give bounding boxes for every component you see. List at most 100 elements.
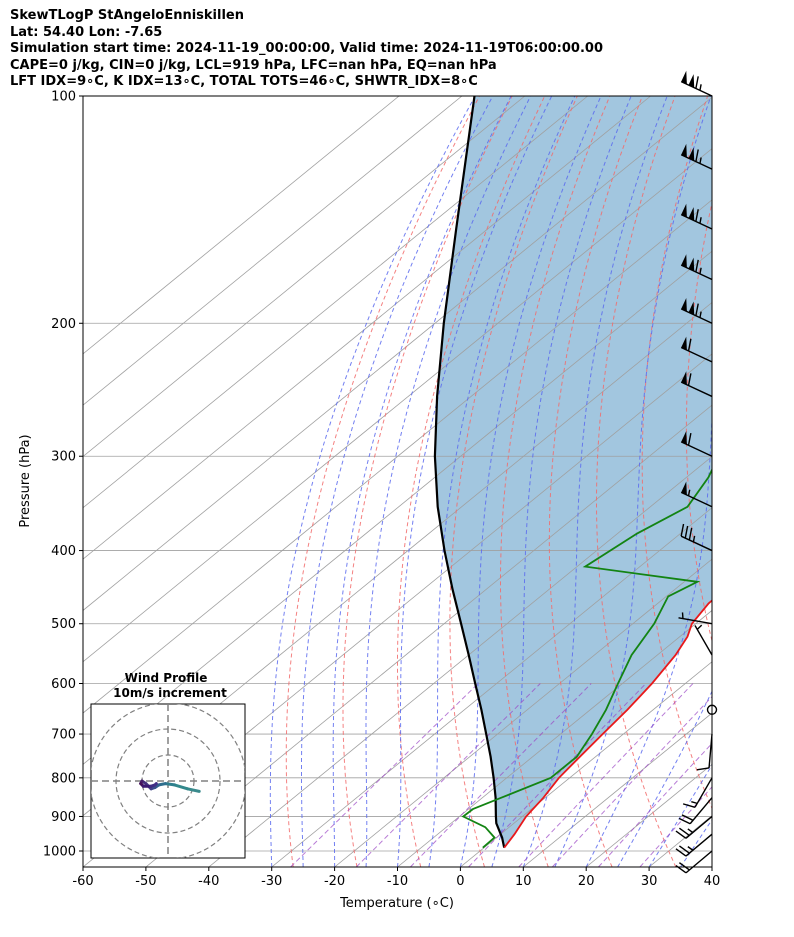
dry-adiabat-line — [342, 96, 513, 867]
barb-half — [692, 535, 696, 543]
isotherm-line — [83, 96, 463, 406]
isotherm-line — [397, 609, 712, 867]
moist-adiabat-line — [428, 96, 576, 867]
barb-full — [684, 525, 689, 539]
mixing-ratio-line — [639, 786, 712, 867]
moist-adiabat-line — [269, 96, 476, 867]
barb-pennant — [688, 257, 695, 272]
barb-pennant — [688, 301, 695, 315]
index-summary: LFT IDX=9∘C, K IDX=13∘C, TOTAL TOTS=46∘C… — [10, 74, 478, 89]
hodograph-segment — [173, 783, 189, 791]
isotherm-line — [271, 507, 712, 867]
barb-pennant — [681, 481, 687, 496]
dry-adiabat-line — [641, 96, 712, 810]
chart-title: SkewTLogP StAngeloEnniskillen — [10, 8, 244, 23]
dewpoint-line — [461, 467, 712, 849]
barb-half — [699, 157, 702, 164]
barb-staff — [680, 264, 713, 281]
barb-full — [687, 433, 692, 446]
dry-adiabat-line — [397, 96, 546, 867]
barb-full — [678, 817, 691, 825]
isotherm-line — [83, 96, 400, 355]
isotherm-line — [83, 96, 651, 560]
x-tick-label: -40 — [198, 874, 219, 889]
background-grid — [83, 96, 794, 867]
barb-full — [695, 209, 699, 222]
y-tick-label: 900 — [51, 810, 76, 825]
wind-barb — [680, 254, 713, 281]
x-tick-label: -20 — [324, 874, 345, 889]
barb-full — [675, 865, 687, 874]
barb-half — [699, 217, 702, 224]
barb-staff — [708, 733, 713, 768]
dry-adiabat-line — [285, 96, 480, 867]
moist-adiabat-line — [491, 96, 632, 867]
barb-full — [696, 767, 710, 771]
isotherm-line — [145, 404, 712, 867]
barb-half — [699, 267, 702, 275]
barb-full — [695, 76, 699, 89]
barb-staff — [689, 797, 713, 825]
temperature-line — [503, 599, 712, 849]
x-tick-label: 40 — [704, 874, 721, 889]
isotherm-line — [83, 148, 712, 663]
mixing-ratio-line — [355, 683, 541, 867]
moist-adiabat-line — [459, 96, 602, 867]
y-tick-label: 700 — [51, 728, 76, 743]
hodograph-segment — [153, 782, 158, 787]
isotherm-line — [83, 96, 589, 509]
wind-barbs — [675, 70, 718, 874]
barb-staff — [694, 777, 713, 808]
barb-pennant — [688, 74, 695, 88]
hodograph-inset: Wind Profile 10m/s increment — [90, 671, 246, 859]
dry-adiabat-line — [729, 96, 794, 867]
x-tick-label: 10 — [515, 874, 532, 889]
wind-barb — [675, 815, 713, 839]
isotherm-line — [711, 866, 712, 867]
x-tick-label: -50 — [135, 874, 156, 889]
barb-half — [687, 828, 694, 834]
profile-lines — [433, 96, 712, 849]
barb-full — [682, 803, 696, 808]
dry-adiabat-line — [548, 96, 643, 867]
barb-staff — [680, 381, 713, 398]
y-tick-label: 500 — [51, 617, 76, 632]
dry-adiabat-line — [771, 96, 794, 867]
moist-adiabat-line — [365, 96, 532, 867]
barb-full — [680, 523, 685, 537]
barb-staff — [694, 625, 713, 656]
mixing-ratio-line — [551, 695, 712, 867]
barb-full — [678, 827, 690, 836]
barb-full — [678, 845, 690, 854]
mixing-ratio-line — [598, 742, 712, 867]
isotherm-line — [83, 199, 712, 714]
barb-staff — [685, 815, 713, 839]
x-tick-label: 20 — [578, 874, 595, 889]
barb-pennant — [681, 298, 687, 312]
barb-half — [699, 84, 702, 91]
barb-staff — [678, 617, 713, 625]
isotherm-line — [523, 712, 712, 867]
barb-pennant — [681, 254, 687, 268]
x-tick-label: 30 — [641, 874, 658, 889]
isotherm-line — [83, 96, 712, 611]
x-tick-label: -30 — [261, 874, 282, 889]
wind-barb — [675, 850, 713, 874]
barb-pennant — [681, 430, 687, 445]
isotherm-line — [334, 558, 712, 867]
barb-staff — [685, 850, 713, 874]
barb-full — [675, 848, 687, 857]
axes: Temperature (∘C) Pressure (hPa) -60 -50 -4… — [18, 90, 720, 912]
y-tick-label: 200 — [51, 317, 76, 332]
hodograph — [91, 704, 245, 858]
barb-pennant — [681, 203, 687, 218]
barb-half — [696, 624, 703, 630]
inset-subtitle: 10m/s increment — [113, 686, 227, 700]
y-tick-label: 600 — [51, 677, 76, 692]
hodograph-segment — [163, 782, 176, 787]
barb-half — [699, 311, 702, 318]
barb-full — [675, 830, 687, 839]
inset-title: Wind Profile — [125, 671, 208, 685]
dry-adiabat-line — [596, 96, 677, 867]
moist-adiabat-line — [648, 764, 712, 867]
